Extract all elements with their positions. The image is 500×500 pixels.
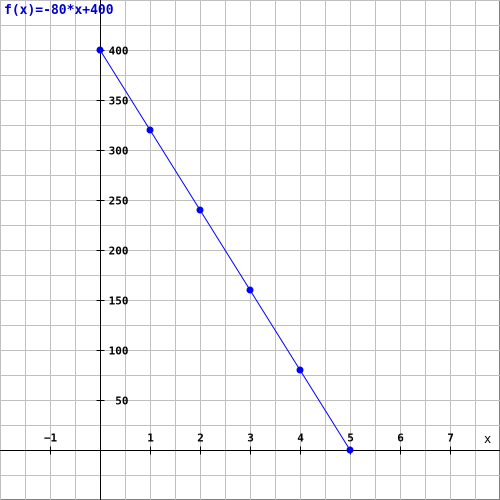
- series-line: [99, 49, 351, 451]
- y-tick-label: 150: [109, 295, 129, 308]
- tick-labels: −1 1 2 3 4 5 6 7 50 100 150 200 250 300 350 400: [44, 45, 454, 445]
- x-tick-label: 1: [147, 432, 154, 445]
- y-tick-label: 200: [109, 245, 129, 258]
- x-tick-label: −1: [44, 432, 58, 445]
- y-tick-label: 400: [109, 45, 129, 58]
- data-point: [346, 446, 354, 454]
- series-layer: [96, 46, 354, 454]
- y-tick-label: 250: [109, 195, 129, 208]
- y-tick-label: 300: [109, 145, 129, 158]
- y-tick-label: 350: [109, 95, 129, 108]
- data-point: [246, 286, 254, 294]
- x-tick-label: 3: [247, 432, 254, 445]
- data-point: [296, 366, 304, 374]
- chart-title: f(x)=-80*x+400: [4, 3, 114, 18]
- x-axis-label: x: [484, 432, 491, 446]
- x-tick-label: 5: [347, 432, 354, 445]
- x-tick-label: 6: [397, 432, 404, 445]
- y-tick-label: 100: [109, 345, 129, 358]
- data-point: [96, 46, 104, 54]
- data-point: [146, 126, 154, 134]
- x-tick-label: 7: [447, 432, 454, 445]
- y-tick-label: 50: [115, 395, 128, 408]
- x-tick-label: 4: [297, 432, 304, 445]
- x-tick-label: 2: [197, 432, 204, 445]
- data-point: [196, 206, 204, 214]
